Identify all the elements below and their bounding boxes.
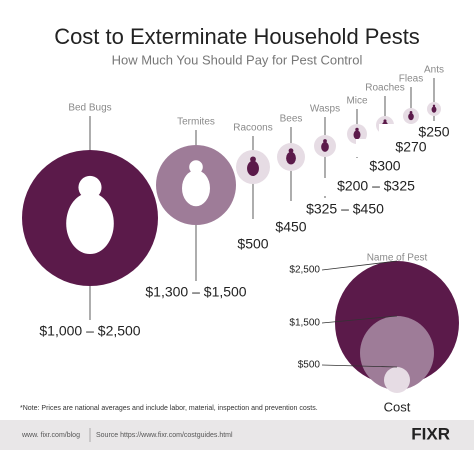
pest-price: $250 — [418, 124, 449, 140]
price-bg — [236, 219, 346, 237]
pest-price: $500 — [237, 236, 268, 252]
pest-name: Racoons — [233, 123, 272, 134]
legend-leader — [321, 315, 398, 324]
title: Cost to Exterminate Household Pests — [54, 24, 420, 49]
pest-icon — [408, 113, 414, 121]
footer-blog: www. fixr.com/blog — [21, 432, 80, 439]
pest-name: Wasps — [310, 104, 340, 115]
logo: FIXR — [411, 424, 450, 443]
pest-icon-head — [409, 111, 413, 114]
pest-icon — [286, 151, 296, 165]
pest-name: Fleas — [399, 74, 423, 85]
footer-source: Source https://www.fixr.com/costguides.h… — [96, 432, 233, 439]
footer-bar — [0, 420, 474, 450]
legend-circle — [360, 316, 434, 390]
pest-icon-head — [432, 104, 436, 108]
pest-name: Roaches — [365, 83, 404, 94]
pest-icon — [321, 141, 329, 152]
price-bg — [356, 139, 466, 157]
legend-level: $500 — [298, 360, 321, 371]
legend-leader — [321, 260, 398, 271]
price-bg — [330, 158, 440, 176]
pest-name: Ants — [424, 65, 444, 76]
pest-price: $325 – $450 — [306, 201, 384, 217]
price-bg — [141, 284, 251, 302]
pest-icon-head — [288, 148, 294, 154]
pest-name: Termites — [177, 117, 215, 128]
pest-icon — [353, 130, 361, 140]
pest-icon — [247, 160, 259, 177]
pest-price: $200 – $325 — [337, 178, 415, 194]
price-bg — [198, 236, 308, 254]
pest-price: $1,000 – $2,500 — [39, 323, 140, 339]
pest-icon — [66, 192, 114, 255]
price-bg — [321, 178, 431, 196]
pest-price: $300 — [369, 158, 400, 174]
pest-icon-head — [323, 139, 327, 143]
pest-name: Mice — [346, 96, 368, 107]
subtitle: How Much You Should Pay for Pest Control — [112, 52, 363, 67]
pest-name: Bed Bugs — [68, 103, 111, 114]
pest-icon-head — [250, 156, 256, 163]
pest-icon-head — [189, 160, 203, 174]
price-bg — [35, 323, 145, 341]
legend-caption: Cost — [384, 399, 411, 414]
price-bg — [379, 124, 474, 142]
pest-name: Bees — [280, 114, 303, 125]
pest-icon — [431, 106, 437, 113]
pest-price: $1,300 – $1,500 — [145, 284, 246, 300]
price-bg — [290, 201, 400, 219]
pest-price: $450 — [275, 219, 306, 235]
pest-icon-head — [383, 119, 387, 123]
legend-title: Name of Pest — [367, 253, 428, 264]
pest-icon — [182, 170, 210, 207]
legend-circle — [384, 367, 410, 393]
note: *Note: Prices are national averages and … — [20, 405, 318, 412]
legend-level: $2,500 — [289, 265, 320, 276]
legend-level: $1,500 — [289, 318, 320, 329]
pest-icon-head — [355, 127, 359, 132]
legend-leader — [321, 364, 398, 368]
pest-icon-head — [78, 175, 102, 199]
pest-price: $270 — [395, 139, 426, 155]
